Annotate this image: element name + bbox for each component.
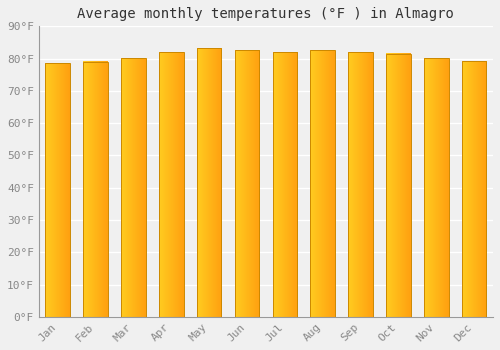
- Bar: [121, 58, 146, 317]
- Bar: [348, 52, 373, 317]
- Bar: [197, 48, 222, 317]
- Bar: [234, 50, 260, 317]
- Bar: [159, 52, 184, 317]
- Bar: [386, 54, 410, 317]
- Bar: [462, 61, 486, 317]
- Bar: [310, 50, 335, 317]
- Bar: [272, 52, 297, 317]
- Bar: [46, 63, 70, 317]
- Title: Average monthly temperatures (°F ) in Almagro: Average monthly temperatures (°F ) in Al…: [78, 7, 454, 21]
- Bar: [424, 58, 448, 317]
- Bar: [84, 62, 108, 317]
